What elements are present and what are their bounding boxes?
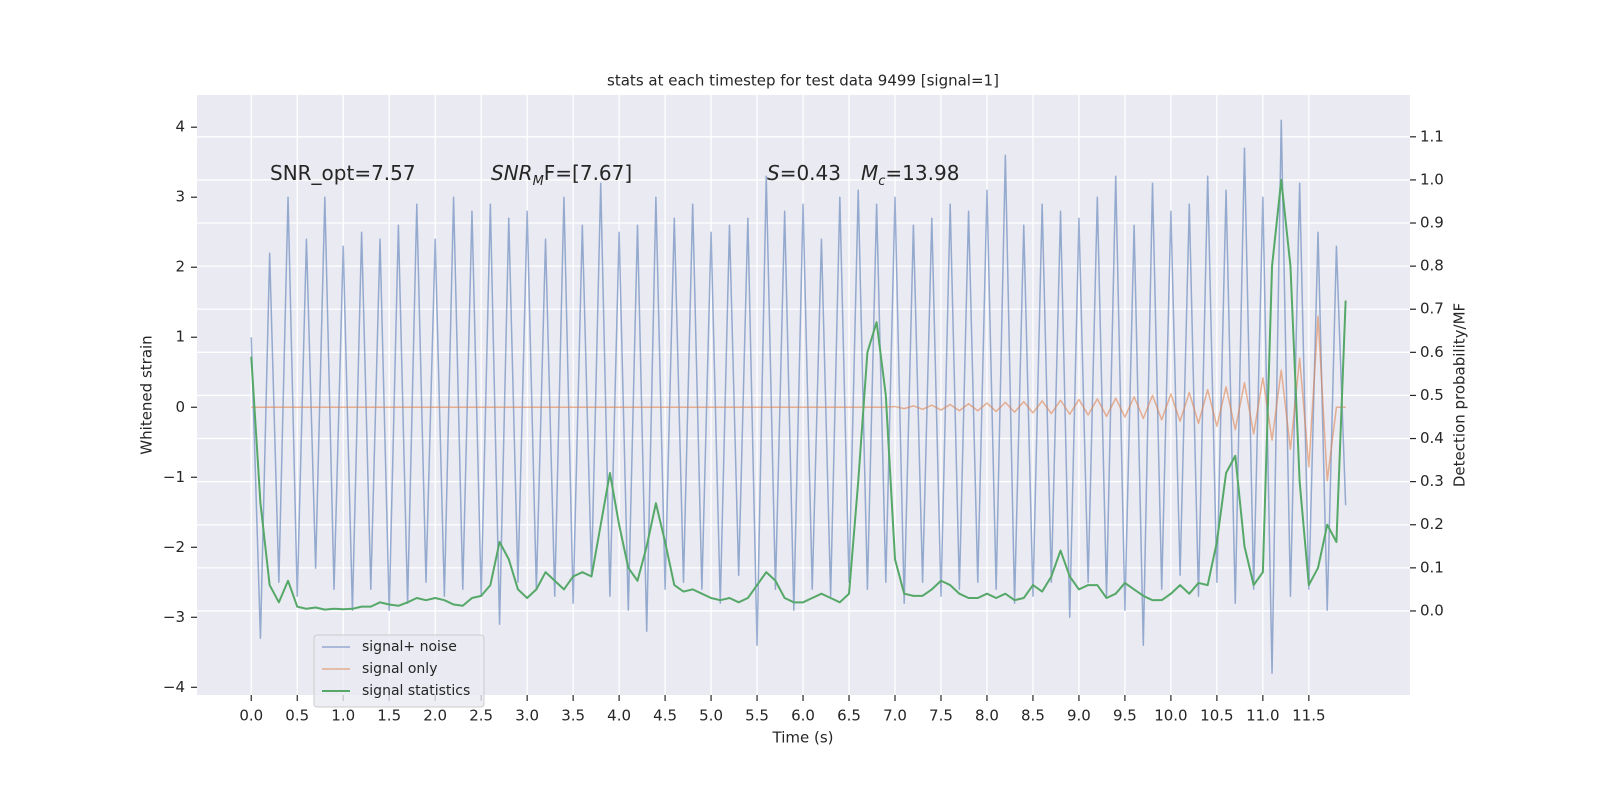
x-tick-label: 9.5 bbox=[1113, 707, 1137, 725]
y-tick-label: 4 bbox=[175, 118, 185, 136]
y2-tick-label: 0.8 bbox=[1420, 257, 1444, 275]
x-axis-label: Time (s) bbox=[772, 729, 834, 747]
y2-tick-label: 0.7 bbox=[1420, 300, 1444, 318]
y2-tick-label: 0.9 bbox=[1420, 214, 1444, 232]
annotation-part: S bbox=[767, 161, 780, 185]
annotation-part: F=[7.67] bbox=[544, 161, 632, 185]
x-tick-label: 1.5 bbox=[377, 707, 401, 725]
annotation: SNR_opt=7.57 bbox=[270, 161, 416, 185]
series-line bbox=[251, 315, 1346, 482]
y2-tick-label: 0.6 bbox=[1420, 343, 1444, 361]
x-tick-label: 8.5 bbox=[1021, 707, 1045, 725]
x-tick-label: 0.0 bbox=[239, 707, 263, 725]
x-tick-label: 6.0 bbox=[791, 707, 815, 725]
annotation-part: c bbox=[878, 174, 885, 189]
y-tick-label: −4 bbox=[163, 678, 185, 696]
y2-axis-label: Detection probability/MF bbox=[1451, 303, 1469, 487]
x-tick-label: 3.0 bbox=[515, 707, 539, 725]
y2-tick-label: 0.3 bbox=[1420, 472, 1444, 490]
x-tick-label: 5.0 bbox=[699, 707, 723, 725]
y2-tick-label: 1.1 bbox=[1420, 127, 1444, 145]
y-tick-label: −3 bbox=[163, 608, 185, 626]
chart-title: stats at each timestep for test data 949… bbox=[607, 72, 999, 90]
x-tick-label: 4.5 bbox=[653, 707, 677, 725]
annotation-part: =13.98 bbox=[885, 161, 959, 185]
y-tick-label: 2 bbox=[175, 258, 185, 276]
x-tick-label: 5.5 bbox=[745, 707, 769, 725]
x-tick-label: 10.5 bbox=[1200, 707, 1233, 725]
y-axis-label: Whitened strain bbox=[138, 335, 156, 454]
x-tick-label: 7.5 bbox=[929, 707, 953, 725]
x-tick-label: 4.0 bbox=[607, 707, 631, 725]
y2-tick-label: 0.5 bbox=[1420, 386, 1444, 404]
annotation-part: M bbox=[533, 174, 544, 189]
annotation-part: SNR_opt=7.57 bbox=[270, 161, 416, 185]
y2-tick-label: 1.0 bbox=[1420, 170, 1444, 188]
x-tick-label: 7.0 bbox=[883, 707, 907, 725]
y2-tick-label: 0.2 bbox=[1420, 515, 1444, 533]
y-tick-label: 1 bbox=[175, 328, 185, 346]
x-tick-label: 10.0 bbox=[1154, 707, 1187, 725]
y2-tick-label: 0.4 bbox=[1420, 429, 1444, 447]
x-tick-label: 2.0 bbox=[423, 707, 447, 725]
x-tick-label: 3.5 bbox=[561, 707, 585, 725]
x-tick-label: 11.0 bbox=[1246, 707, 1279, 725]
y2-tick-label: 0.1 bbox=[1420, 558, 1444, 576]
legend-label: signal only bbox=[362, 661, 437, 677]
x-tick-label: 1.0 bbox=[331, 707, 355, 725]
legend-label: signal+ noise bbox=[362, 639, 457, 655]
annotation: SNRMF=[7.67] bbox=[491, 161, 632, 190]
y2-tick-label: 0.0 bbox=[1420, 601, 1444, 619]
x-tick-label: 11.5 bbox=[1292, 707, 1325, 725]
y-tick-label: −1 bbox=[163, 468, 185, 486]
y-tick-label: 0 bbox=[175, 398, 185, 416]
x-tick-label: 9.0 bbox=[1067, 707, 1091, 725]
annotation-part: SNR bbox=[491, 161, 533, 185]
x-tick-label: 2.5 bbox=[469, 707, 493, 725]
legend: signal+ noise signal only signal statistic… bbox=[313, 634, 485, 708]
x-tick-label: 6.5 bbox=[837, 707, 861, 725]
series-line bbox=[250, 178, 1347, 611]
annotation-part: M bbox=[861, 161, 878, 185]
legend-frame bbox=[313, 634, 485, 708]
legend-label: signal statistics bbox=[362, 683, 470, 699]
x-tick-label: 8.0 bbox=[975, 707, 999, 725]
annotation: S=0.43 Mc=13.98 bbox=[767, 161, 959, 190]
y-tick-label: −2 bbox=[163, 538, 185, 556]
y-tick-label: 3 bbox=[175, 188, 185, 206]
x-tick-label: 0.5 bbox=[285, 707, 309, 725]
annotation-part: =0.43 bbox=[780, 161, 841, 185]
